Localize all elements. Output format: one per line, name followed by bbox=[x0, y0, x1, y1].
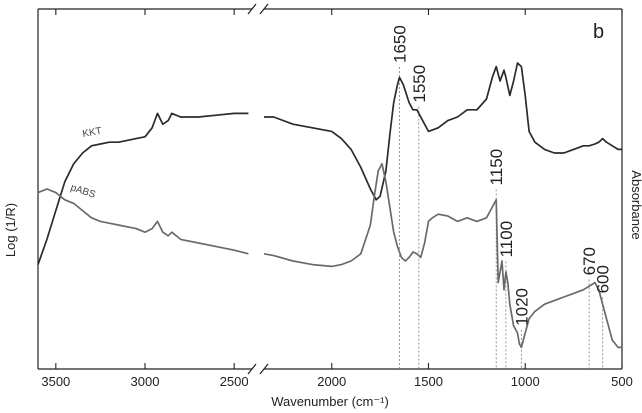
axis-break-bottom bbox=[247, 363, 269, 375]
peak-label-600: 600 bbox=[594, 265, 613, 293]
peak-guide-lines bbox=[399, 67, 604, 369]
x-tick-label: 1000 bbox=[511, 374, 540, 389]
y-axis-title-left: Log (1/R) bbox=[3, 203, 18, 257]
x-axis-ticks: 3500 3000 2500 2000 1500 1000 500 bbox=[41, 9, 633, 389]
axis-break-top bbox=[247, 3, 269, 15]
peak-label-1650: 1650 bbox=[390, 25, 409, 63]
x-tick-label: 3000 bbox=[131, 374, 160, 389]
x-tick-label: 3500 bbox=[41, 374, 70, 389]
series-line-kkt-segment-1 bbox=[37, 112, 249, 265]
panel-label: b bbox=[593, 21, 604, 43]
x-tick-label: 1500 bbox=[414, 374, 443, 389]
peak-label-1020: 1020 bbox=[512, 288, 531, 326]
y-axis-title-right: Absorbance bbox=[629, 170, 642, 239]
x-tick-label: 2000 bbox=[317, 374, 346, 389]
peak-label-1100: 1100 bbox=[497, 221, 516, 258]
series-line-kkt-segment-2 bbox=[264, 62, 622, 201]
series-layer bbox=[37, 62, 622, 349]
series-line-pabs-segment-1 bbox=[37, 188, 249, 255]
x-axis-title: Wavenumber (cm⁻¹) bbox=[271, 394, 389, 409]
peak-label-1550: 1550 bbox=[410, 65, 429, 103]
series-label-pabs: pABS bbox=[69, 182, 97, 200]
plot-frame bbox=[37, 3, 623, 375]
x-tick-label: 500 bbox=[611, 374, 633, 389]
peak-label-670: 670 bbox=[580, 247, 599, 275]
peak-label-1150: 1150 bbox=[487, 149, 506, 186]
series-label-kkt: KKT bbox=[82, 126, 103, 140]
x-tick-label: 2500 bbox=[220, 374, 249, 389]
series-line-pabs-segment-2 bbox=[263, 162, 622, 349]
